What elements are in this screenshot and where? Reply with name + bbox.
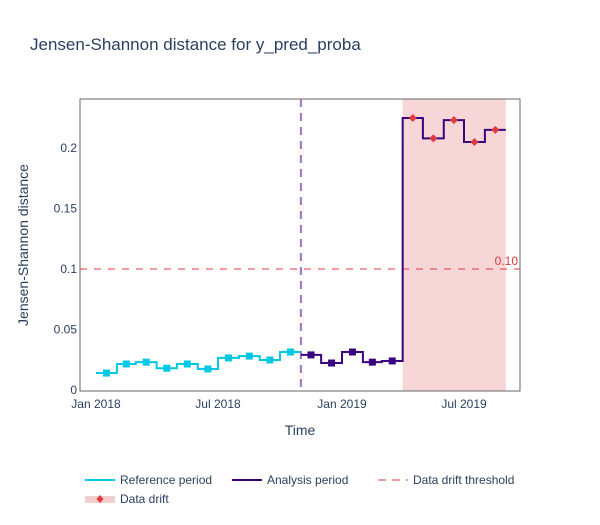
analysis-marker: [328, 359, 336, 367]
reference-marker: [286, 348, 294, 356]
drift-marker: [449, 116, 458, 125]
x-tick-label: Jul 2018: [195, 397, 241, 411]
reference-marker: [224, 354, 232, 362]
y-tick-label: 0.1: [60, 262, 77, 276]
reference-marker: [266, 356, 274, 364]
y-tick-label: 0: [70, 383, 77, 397]
threshold-label: 0.10: [495, 254, 519, 268]
x-tick-label: Jul 2019: [441, 397, 487, 411]
legend-label: Data drift threshold: [413, 473, 514, 487]
reference-marker: [142, 358, 150, 366]
legend-label: Analysis period: [267, 473, 348, 487]
legend-item: Data drift: [85, 492, 169, 506]
analysis-marker: [388, 357, 396, 365]
drift-marker: [408, 113, 417, 122]
y-tick-label: 0.05: [54, 323, 78, 337]
plot-area: 0 0.05 0.1 0.15 0.2 Jan 2018 Jul 2018 Jan 2019 J…: [54, 98, 521, 411]
legend-item: Analysis period: [232, 473, 348, 487]
reference-marker: [183, 360, 191, 368]
y-tick-label: 0.15: [54, 202, 78, 216]
drift-region: [402, 99, 506, 391]
drift-marker: [491, 125, 500, 134]
analysis-marker: [368, 358, 376, 366]
x-axis-label: Time: [285, 422, 316, 438]
legend-item: Data drift threshold: [378, 473, 514, 487]
analysis-marker: [307, 351, 315, 359]
y-axis-label: Jensen-Shannon distance: [15, 164, 31, 326]
y-tick-label: 0.2: [60, 141, 77, 155]
reference-marker: [163, 364, 171, 372]
legend: Reference period Analysis period Data drif…: [85, 473, 514, 506]
drift-marker: [470, 137, 479, 146]
reference-marker: [102, 369, 110, 377]
chart-title: Jensen-Shannon distance for y_pred_proba: [30, 35, 361, 54]
x-tick-label: Jan 2018: [71, 397, 121, 411]
reference-marker: [245, 352, 253, 360]
legend-item: Reference period: [85, 473, 212, 487]
analysis-line: [300, 116, 506, 365]
legend-diamond-icon: [96, 495, 104, 503]
analysis-marker: [348, 348, 356, 356]
reference-marker: [204, 365, 212, 373]
legend-label: Reference period: [120, 473, 212, 487]
reference-line: [96, 351, 301, 375]
x-tick-label: Jan 2019: [317, 397, 367, 411]
reference-marker: [122, 360, 130, 368]
legend-label: Data drift: [120, 492, 169, 506]
drift-marker: [429, 134, 438, 143]
